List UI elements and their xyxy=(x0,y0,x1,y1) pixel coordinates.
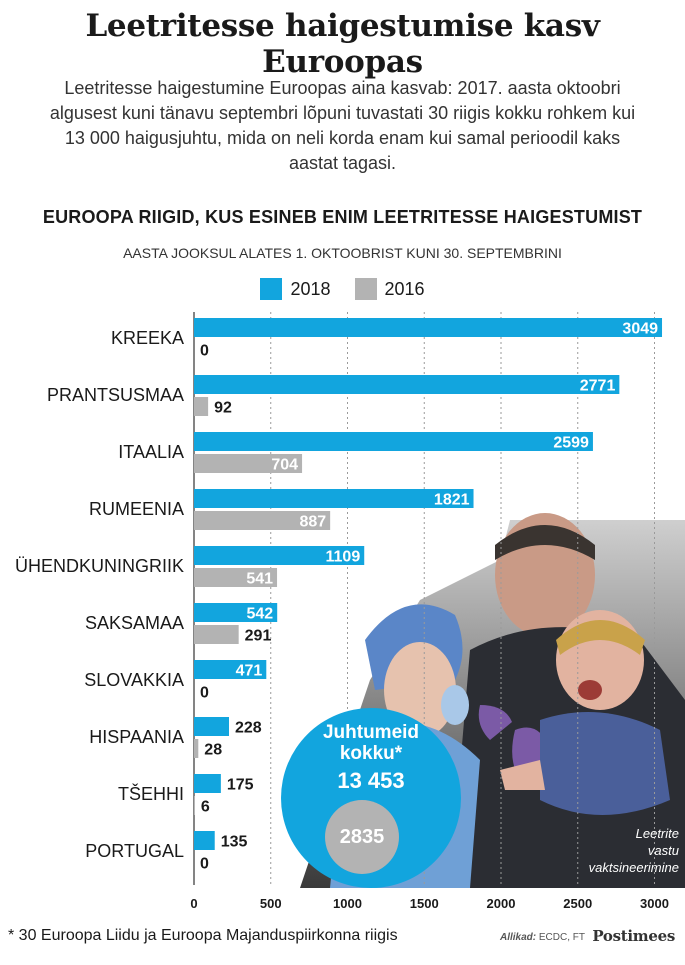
category-label: ITAALIA xyxy=(118,442,184,462)
data-label-2018: 471 xyxy=(236,663,263,680)
bar-2016 xyxy=(194,511,331,530)
bar-2018 xyxy=(194,432,593,451)
data-label-2018: 3049 xyxy=(622,321,658,338)
bar-2016 xyxy=(194,568,278,587)
x-tick-label: 1000 xyxy=(333,896,362,911)
data-label-2016: 291 xyxy=(245,628,272,645)
photo-caption-line3: vaktsineerimine xyxy=(588,860,679,875)
footnote: * 30 Euroopa Liidu ja Euroopa Majanduspi… xyxy=(8,927,398,944)
legend-label-2016: 2016 xyxy=(384,278,425,299)
data-label-2016: 0 xyxy=(200,685,209,702)
x-tick-label: 1500 xyxy=(410,896,439,911)
total-cases-label: Juhtumeid kokku* xyxy=(281,722,461,764)
brand-logo: Postimees xyxy=(592,927,675,945)
chart-legend: 2018 2016 xyxy=(0,278,685,300)
data-label-2018: 2599 xyxy=(553,435,589,452)
x-tick-label: 2000 xyxy=(487,896,516,911)
legend-swatch-2016 xyxy=(354,278,377,300)
data-label-2016: 92 xyxy=(214,400,232,417)
photo-caption-line1: Leetrite xyxy=(635,826,679,841)
total-cases-2016: 2835 xyxy=(325,800,399,874)
x-tick-label: 3000 xyxy=(640,896,669,911)
chart-title: EUROOPA RIIGID, KUS ESINEB ENIM LEETRITE… xyxy=(42,207,643,227)
legend-label-2018: 2018 xyxy=(290,278,331,299)
bar-2018 xyxy=(194,546,365,565)
bar-2018 xyxy=(194,318,663,337)
bar-2016 xyxy=(194,397,209,416)
data-label-2016: 28 xyxy=(204,742,222,759)
category-label: KREEKA xyxy=(111,328,184,348)
legend-item-2016: 2016 xyxy=(354,278,425,300)
category-label: RUMEENIA xyxy=(89,499,184,519)
category-label: SAKSAMAA xyxy=(85,613,184,633)
bar-2018 xyxy=(194,603,278,622)
data-label-2018: 1821 xyxy=(434,492,470,509)
category-label: ÜHENDKUNINGRIIK xyxy=(15,556,184,576)
category-label: PORTUGAL xyxy=(85,841,184,861)
source-credit: Allikad: ECDC, FT xyxy=(500,932,585,943)
legend-swatch-2018 xyxy=(260,278,283,300)
bar-2016 xyxy=(194,454,303,473)
category-label: PRANTSUSMAA xyxy=(47,385,184,405)
photo-caption-line2: vastu xyxy=(647,843,679,858)
total-cases-circle: Juhtumeid kokku* 13 453 2835 xyxy=(281,708,461,888)
data-label-2016: 6 xyxy=(201,799,210,816)
source-label: Allikad: xyxy=(499,932,537,943)
source-text: ECDC, FT xyxy=(538,932,585,943)
data-label-2016: 0 xyxy=(200,856,209,873)
x-tick-label: 2500 xyxy=(563,896,592,911)
data-label-2016: 887 xyxy=(299,514,326,531)
data-label-2018: 228 xyxy=(235,720,262,737)
category-label: TŠEHHI xyxy=(118,783,184,804)
data-label-2016: 0 xyxy=(200,343,209,360)
bar-2018 xyxy=(194,831,215,850)
bar-2016 xyxy=(194,625,239,644)
data-label-2018: 135 xyxy=(221,834,248,851)
x-tick-label: 0 xyxy=(190,896,197,911)
bar-2018 xyxy=(194,375,620,394)
total-label-line2: kokku* xyxy=(339,743,403,764)
bar-2018 xyxy=(194,489,474,508)
x-tick-label: 500 xyxy=(260,896,282,911)
legend-item-2018: 2018 xyxy=(260,278,331,300)
category-label: SLOVAKKIA xyxy=(84,670,184,690)
total-label-line1: Juhtumeid xyxy=(322,722,420,743)
photo-caption: Leetrite vastu vaktsineerimine xyxy=(589,825,679,876)
bar-2018 xyxy=(194,717,229,736)
intro-text: Leetritesse haigestumine Euroopas aina k… xyxy=(49,78,636,173)
data-label-2018: 175 xyxy=(227,777,254,794)
bar-2018 xyxy=(194,774,221,793)
category-label: HISPAANIA xyxy=(89,727,184,747)
total-cases-2018: 13 453 xyxy=(337,768,405,793)
data-label-2016: 704 xyxy=(271,457,298,474)
data-label-2018: 2771 xyxy=(580,378,616,395)
data-label-2016: 541 xyxy=(246,571,273,588)
page-title: Leetritesse haigestumise kasv Euroopas xyxy=(85,8,600,80)
bar-2018 xyxy=(194,660,267,679)
data-label-2018: 542 xyxy=(246,606,273,623)
chart-subtitle: AASTA JOOKSUL ALATES 1. OKTOOBRIST KUNI … xyxy=(123,245,562,261)
bar-2016 xyxy=(194,739,199,758)
bar-2016 xyxy=(194,796,195,815)
data-label-2018: 1109 xyxy=(326,549,361,566)
